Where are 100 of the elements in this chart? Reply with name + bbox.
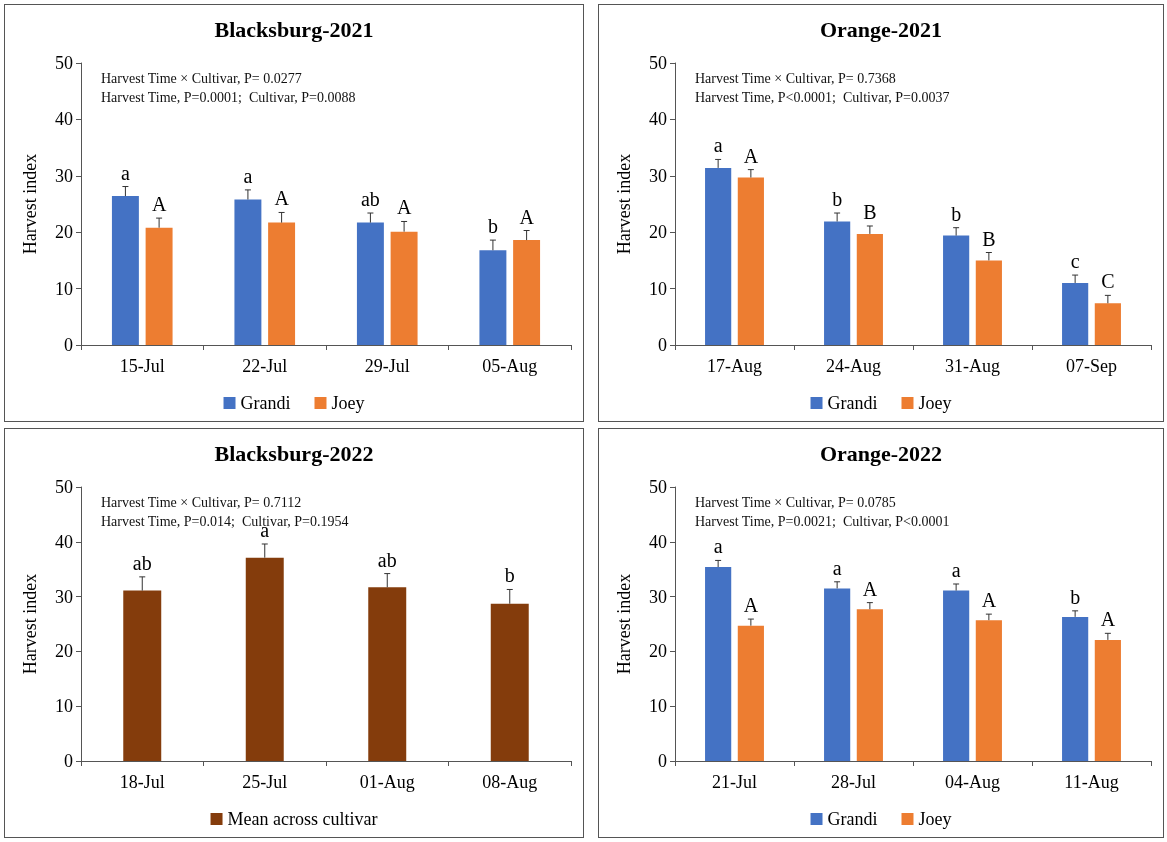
bar: [1062, 616, 1089, 761]
y-tick-label: 30: [55, 165, 73, 186]
bar: [368, 587, 407, 761]
bar: [145, 227, 173, 345]
x-tick-label: 28-Jul: [831, 772, 876, 792]
annotation: Harvest Time × Cultivar, P= 0.0785: [695, 495, 896, 510]
annotation: Harvest Time × Cultivar, P= 0.0277: [101, 71, 302, 86]
bar: [856, 233, 883, 345]
chart-title: Blacksburg-2022: [214, 440, 374, 466]
x-tick-label: 05-Aug: [482, 356, 538, 376]
data-label: A: [1100, 608, 1116, 631]
legend-label: Joey: [331, 393, 365, 413]
chart-title: Blacksburg-2021: [214, 16, 374, 42]
bar: [705, 167, 732, 345]
data-label: a: [120, 161, 130, 184]
bar: [490, 603, 529, 761]
data-label: b: [951, 202, 962, 225]
bar: [975, 620, 1002, 761]
x-tick-label: 29-Jul: [364, 356, 410, 376]
y-tick-label: 50: [649, 53, 667, 73]
legend-label: Grandi: [240, 393, 291, 413]
y-tick-label: 20: [55, 641, 73, 662]
y-tick-label: 50: [649, 477, 667, 497]
y-tick-label: 20: [55, 222, 73, 243]
bar: [234, 199, 262, 345]
y-tick-label: 30: [55, 586, 73, 607]
x-tick-label: 22-Jul: [242, 356, 288, 376]
x-tick-label: 21-Jul: [712, 772, 757, 792]
annotation: Harvest Time × Cultivar, P= 0.7368: [695, 71, 896, 86]
data-label: a: [713, 134, 723, 157]
y-tick-label: 30: [649, 165, 667, 186]
legend-label: Grandi: [827, 809, 878, 829]
data-label: a: [832, 556, 842, 579]
bar: [943, 590, 970, 761]
y-tick-label: 10: [649, 696, 667, 717]
data-label: A: [862, 577, 878, 600]
data-label: A: [151, 193, 167, 216]
data-label: b: [1070, 585, 1081, 608]
y-tick-label: 10: [649, 278, 667, 299]
x-tick-label: 01-Aug: [359, 772, 415, 792]
data-label: b: [487, 215, 498, 238]
data-label: A: [396, 196, 412, 219]
y-tick-label: 0: [658, 751, 667, 771]
data-label: ab: [132, 551, 152, 574]
bar: [824, 221, 851, 345]
bar: [268, 222, 296, 345]
x-tick-label: 07-Sep: [1066, 356, 1117, 376]
y-axis-title: Harvest index: [614, 573, 634, 675]
y-tick-label: 10: [55, 278, 73, 299]
bar: [513, 240, 541, 345]
bar: [1062, 282, 1089, 345]
y-tick-label: 10: [55, 696, 73, 717]
bar: [1094, 303, 1121, 345]
bar: [1094, 639, 1121, 761]
legend-label: Joey: [918, 809, 952, 829]
x-tick-label: 24-Aug: [826, 356, 881, 376]
bar: [479, 250, 507, 345]
annotation: Harvest Time × Cultivar, P= 0.7112: [101, 495, 302, 510]
y-axis-title: Harvest index: [614, 153, 634, 255]
annotation: Harvest Time, P=0.0001; Cultivar, P=0.0088: [101, 90, 356, 105]
bar: [856, 609, 883, 761]
data-label: B: [863, 201, 877, 223]
legend-label: Grandi: [827, 393, 878, 413]
bar: [737, 625, 764, 761]
annotation: Harvest Time, P=0.0021; Cultivar, P<0.0001: [695, 514, 950, 529]
data-label: ab: [377, 548, 397, 571]
x-tick-label: 08-Aug: [482, 772, 538, 792]
bar: [705, 567, 732, 761]
x-tick-label: 17-Aug: [707, 356, 762, 376]
chart-title: Orange-2022: [819, 440, 943, 466]
data-label: ab: [360, 188, 380, 211]
bar: [737, 177, 764, 345]
data-label: a: [713, 535, 723, 558]
y-axis-title: Harvest index: [20, 573, 40, 675]
bar: [943, 235, 970, 345]
y-tick-label: 30: [649, 586, 667, 607]
bar: [111, 196, 139, 345]
bar: [356, 222, 384, 345]
x-tick-label: 15-Jul: [119, 356, 165, 376]
data-label: A: [743, 144, 759, 167]
data-label: b: [504, 564, 515, 587]
bar: [824, 588, 851, 761]
bar: [123, 590, 162, 761]
data-label: A: [519, 205, 535, 228]
data-label: A: [274, 187, 290, 210]
y-tick-label: 20: [649, 222, 667, 243]
y-tick-label: 50: [55, 53, 73, 73]
x-tick-label: 18-Jul: [119, 772, 165, 792]
legend-label: Mean across cultivar: [227, 809, 378, 829]
x-tick-label: 25-Jul: [242, 772, 288, 792]
annotation: Harvest Time, P<0.0001; Cultivar, P=0.0037: [695, 90, 950, 105]
y-tick-label: 0: [64, 751, 73, 771]
y-tick-label: 40: [55, 531, 73, 552]
y-tick-label: 0: [658, 335, 667, 355]
data-label: B: [982, 227, 996, 250]
x-tick-label: 11-Aug: [1064, 772, 1119, 792]
chart-title: Orange-2021: [819, 16, 943, 42]
legend-label: Joey: [918, 393, 952, 413]
data-label: A: [743, 594, 759, 617]
bar: [245, 557, 284, 761]
